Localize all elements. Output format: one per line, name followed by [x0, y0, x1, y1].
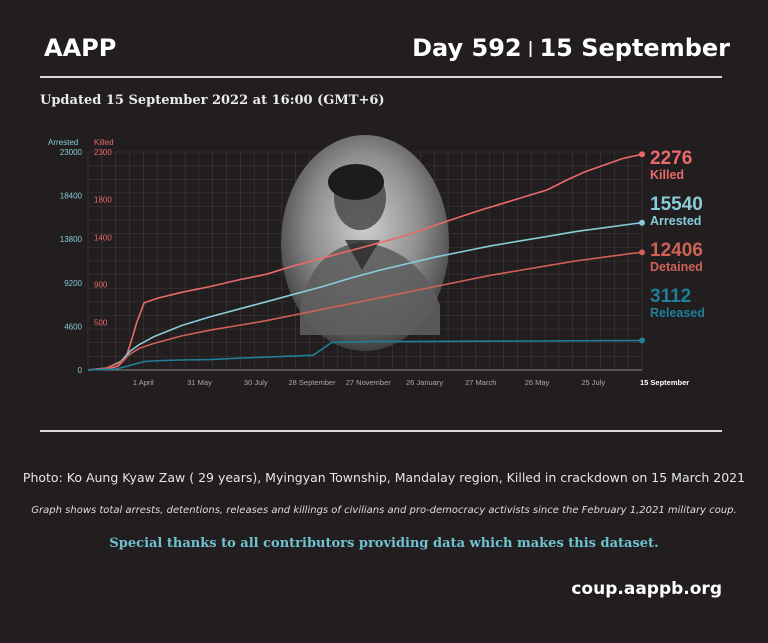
x-tick-label: 31 May	[187, 378, 212, 387]
thanks-note: Special thanks to all contributors provi…	[109, 536, 659, 551]
cumulative-chart: Arrested Killed 0 4600 9200 13800 18400 23000 50…	[48, 135, 705, 387]
series-line-arrested	[87, 221, 643, 371]
left-tick-label: 9200	[64, 279, 82, 288]
right-tick-label: 2300	[94, 148, 112, 157]
x-tick-label: 26 May	[525, 378, 550, 387]
right-tick-label: 1400	[94, 233, 112, 242]
end-label-detained: Detained	[650, 260, 703, 274]
end-label-released: Released	[650, 306, 705, 320]
heading-separator: |	[527, 38, 534, 57]
graph-note: Graph shows total arrests, detentions, r…	[31, 505, 737, 516]
portrait-photo	[281, 135, 449, 351]
left-tick-label: 0	[78, 366, 83, 375]
x-tick-label: 25 July	[581, 378, 605, 387]
day-date-heading: Day 592 | 15 September	[412, 34, 730, 62]
left-tick-label: 4600	[64, 322, 82, 331]
series-end-point-detained	[639, 249, 645, 256]
right-axis-name: Killed	[94, 138, 114, 147]
heading-date: 15 September	[539, 34, 730, 62]
x-tick-label: 1 April	[133, 378, 154, 387]
updated-timestamp: Updated 15 September 2022 at 16:00 (GMT+…	[40, 93, 385, 108]
org-title: AAPP	[44, 34, 117, 62]
right-tick-label: 1800	[94, 195, 112, 204]
top-divider	[40, 76, 722, 78]
left-tick-label: 18400	[60, 192, 83, 201]
series-line-released	[87, 339, 643, 371]
series-line-detained	[87, 251, 643, 371]
x-tick-label: 26 January	[406, 378, 443, 387]
left-tick-label: 13800	[60, 235, 83, 244]
series-line-killed	[87, 153, 643, 371]
right-tick-label: 900	[94, 281, 108, 290]
bottom-divider	[40, 430, 722, 432]
end-value-killed: 2276	[650, 148, 692, 169]
day-counter: Day 592	[412, 34, 522, 62]
left-axis-name: Arrested	[48, 138, 78, 147]
x-tick-label: 27 November	[346, 378, 392, 387]
photo-caption: Photo: Ko Aung Kyaw Zaw ( 29 years), Myi…	[22, 470, 746, 485]
x-tick-label: 15 September	[640, 378, 689, 387]
x-tick-label: 27 March	[465, 378, 496, 387]
x-tick-label: 28 September	[288, 378, 336, 387]
end-label-killed: Killed	[650, 168, 684, 182]
end-label-arrested: Arrested	[650, 214, 701, 228]
end-value-detained: 12406	[650, 240, 703, 261]
x-tick-label: 30 July	[244, 378, 268, 387]
left-tick-label: 23000	[60, 148, 83, 157]
series-end-point-killed	[639, 151, 645, 158]
end-value-arrested: 15540	[650, 194, 703, 215]
series-end-point-released	[639, 337, 645, 344]
right-tick-label: 500	[94, 319, 108, 328]
series-end-point-arrested	[639, 219, 645, 226]
website-url: coup.aappb.org	[571, 579, 722, 599]
end-value-released: 3112	[650, 286, 691, 307]
